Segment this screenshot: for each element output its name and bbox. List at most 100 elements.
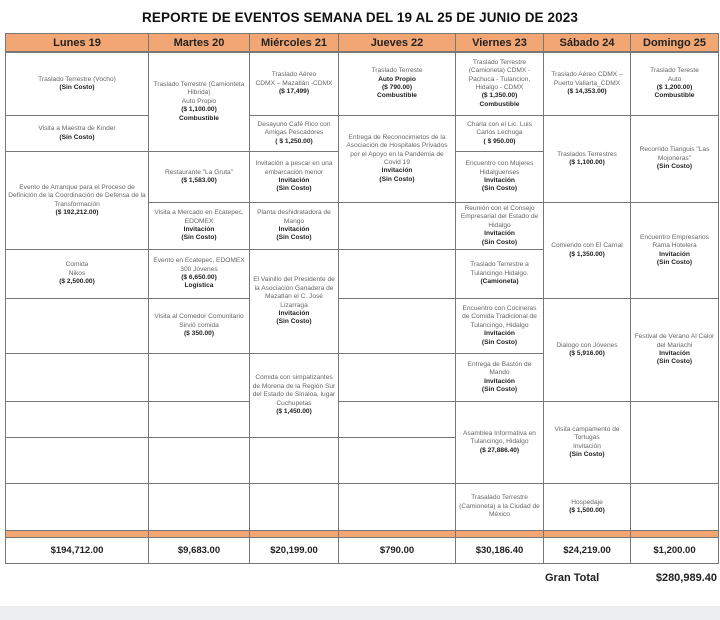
- event-detail: Invitación: [381, 167, 413, 175]
- event-detail: ($ 192,212.00): [55, 208, 99, 216]
- event-detail: Auto Propio: [378, 75, 416, 83]
- event-detail: Combustible: [377, 92, 417, 100]
- day-header: Jueves 22: [338, 33, 456, 52]
- empty-cell: [338, 437, 456, 484]
- empty-cell: [338, 298, 456, 354]
- event-detail: ($ 1,500.00): [569, 507, 605, 514]
- event-description: Traslado Tereste: [650, 67, 699, 75]
- event-description: Traslado Terrestre (Camionteta Hibrida): [153, 80, 245, 97]
- event-detail: (Sin Costo): [276, 185, 312, 193]
- event-description: Planta deshidratadora de Mango: [257, 209, 331, 225]
- day-total: $24,219.00: [543, 537, 631, 564]
- empty-cell: [249, 483, 339, 531]
- event-description: Visita campamento de Tortugas: [554, 425, 620, 442]
- empty-cell: [5, 298, 149, 354]
- event-detail: (Sin Costo): [481, 385, 518, 393]
- event-detail: Logística: [184, 282, 214, 290]
- event-cell: Hospedaje ($ 1,500.00): [543, 483, 631, 531]
- event-detail: ($ 1,450.00): [276, 408, 312, 416]
- event-detail: Invitación: [484, 230, 515, 238]
- event-description: Encuentro con Mujeres Hidalguenses: [465, 160, 534, 176]
- event-description: Charla con el Lic. Luis Carlos Lechuga: [467, 120, 532, 137]
- event-description: Encuentro Empresarios Rama Hotelera: [640, 233, 709, 250]
- event-cell: Comida Nikos ($ 2,500.00): [5, 249, 149, 299]
- event-detail: Invitación: [278, 309, 310, 317]
- event-detail: (Sin Costo): [481, 338, 518, 346]
- event-cell: Evento de Arranque para el Proceso de De…: [5, 151, 149, 250]
- event-cell: Encuentro con Cocineras de Comida Tradic…: [455, 298, 544, 354]
- event-detail: ($ 790.00): [381, 84, 413, 91]
- event-cell: Visita a Mercado en Ecatepec, EDOMEX Invi…: [148, 202, 250, 250]
- event-detail: Combustible: [179, 114, 219, 122]
- day-header: Martes 20: [148, 33, 250, 52]
- event-description: Visita a Maestra de Kinder: [38, 125, 116, 133]
- event-detail: (Sin Costo): [656, 258, 693, 266]
- event-detail: ($ 27,886.40): [479, 446, 520, 454]
- empty-cell: [249, 437, 339, 484]
- event-cell: Traslado Terrestre (Vocho) (Sin Costo): [5, 52, 149, 116]
- event-description: Restaurante "La Gruta": [164, 168, 234, 176]
- event-detail: (Sin Costo): [59, 133, 95, 141]
- event-description: Entrega de Bastón de Mando: [467, 360, 532, 377]
- event-description: Invitación a pescar en una embarcación m…: [255, 160, 333, 176]
- event-detail: Invitación: [659, 350, 690, 357]
- event-cell: Traslados Terrestres ($ 1,100.00): [543, 115, 631, 203]
- event-description: Desayuno Café Rico con Amigas Pescadores: [257, 120, 331, 137]
- empty-cell: [148, 353, 250, 402]
- day-total: $1,200.00: [630, 537, 719, 564]
- event-cell: Entrega de Reconocimietos de la Asociaci…: [338, 115, 456, 203]
- event-cell: Desayuno Café Rico con Amigas Pescadores…: [249, 115, 339, 152]
- event-cell: Reunión con el Consejo Empresarial del E…: [455, 202, 544, 250]
- event-detail: Invitación: [278, 177, 310, 184]
- empty-cell: [338, 202, 456, 250]
- event-cell: Comiendo con El Carnal ($ 1,350.00): [543, 202, 631, 299]
- empty-cell: [338, 401, 456, 438]
- event-detail: (Sin Costo): [656, 358, 693, 366]
- event-cell: El Vainillo del Presidente de la Asociac…: [249, 249, 339, 354]
- event-detail: ($ 14,353.00): [567, 88, 607, 96]
- empty-cell: [5, 483, 149, 531]
- event-cell: Charla con el Lic. Luis Carlos Lechuga( …: [455, 115, 544, 152]
- event-detail: ($ 350.00): [183, 330, 215, 338]
- event-cell: Traslado Aéreo CDMX – Puerto Vallarta_CD…: [543, 52, 631, 116]
- day-total: $194,712.00: [5, 537, 149, 564]
- event-description: El Vainillo del Presidente de la Asociac…: [253, 276, 335, 309]
- event-detail: ($ 2,500.00): [59, 278, 95, 286]
- event-detail: ($ 5,916.00): [569, 350, 605, 357]
- event-description: Nikos: [68, 269, 86, 277]
- empty-cell: [148, 483, 250, 531]
- event-detail: ($ 1,583.00): [181, 177, 217, 184]
- event-description: Auto Propio: [181, 97, 217, 105]
- event-detail: ($ 1,200.00): [656, 84, 693, 91]
- empty-cell: [630, 483, 719, 531]
- event-description: Traslado Terreste: [371, 67, 423, 75]
- event-description: Dialogo con Jóvenes: [556, 341, 618, 349]
- event-detail: ( $ 1,250.00): [275, 137, 313, 145]
- event-detail: ($ 6,650.00): [181, 274, 217, 281]
- day-header: Miércoles 21: [249, 33, 339, 52]
- event-detail: ($ 1,100.00): [569, 159, 605, 166]
- event-detail: ($ 17,499): [278, 88, 310, 96]
- event-cell: Invitación a pescar en una embarcación m…: [249, 151, 339, 203]
- event-cell: Restaurante "La Gruta" ($ 1,583.00): [148, 151, 250, 203]
- event-detail: Invitación: [183, 226, 215, 233]
- report-title: REPORTE DE EVENTOS SEMANA DEL 19 AL 25 D…: [142, 10, 578, 25]
- event-cell: Visita a Maestra de Kinder (Sin Costo): [5, 115, 149, 152]
- empty-cell: [630, 401, 719, 484]
- event-cell: Traslado Terrestre (Camionteta Hibrida) A…: [148, 52, 250, 152]
- event-description: Hospedaje: [571, 498, 603, 506]
- empty-cell: [148, 401, 250, 438]
- event-description: Auto: [667, 75, 682, 83]
- event-detail: Combustible: [479, 100, 520, 108]
- event-cell: Trasalado Terrestre (Camioneta) a la Ciu…: [455, 483, 544, 531]
- event-cell: Planta deshidratadora de Mango Invitación…: [249, 202, 339, 250]
- event-detail: (Sin Costo): [656, 163, 693, 171]
- event-description: Traslado Terrestre (Vocho): [38, 75, 116, 83]
- event-cell: Visita campamento de Tortugas Invitación(…: [543, 401, 631, 484]
- event-description: Traslado Terrestre (Camioneta) CDMX - Pa…: [468, 58, 531, 91]
- grand-total-value: $280,989.40: [655, 572, 717, 584]
- event-detail: (Sin Costo): [276, 318, 312, 326]
- event-detail: (Sin Costo): [59, 84, 95, 91]
- grand-total-label: Gran Total: [545, 572, 600, 584]
